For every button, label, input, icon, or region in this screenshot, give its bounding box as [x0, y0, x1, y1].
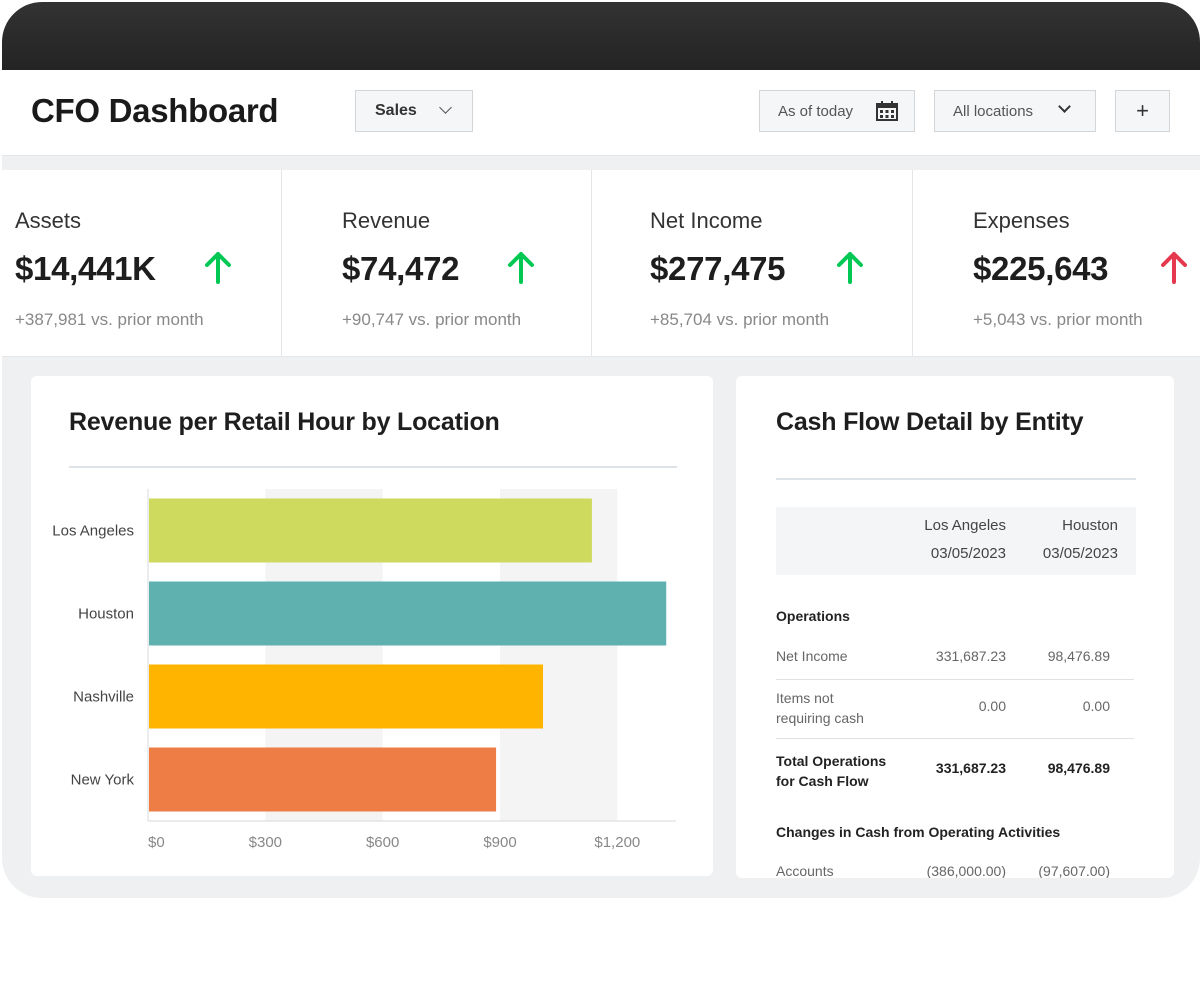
row-value: 98,476.89 [1047, 760, 1110, 776]
row-label: Total Operations for Cash Flow [776, 753, 887, 789]
kpi-card-net-income[interactable]: Net Income $277,475 +85,704 vs. prior mo… [592, 170, 913, 357]
cash-flow-title: Cash Flow Detail by Entity [776, 408, 1084, 436]
kpi-strip: Assets $14,441K +387,981 vs. prior month… [2, 170, 1200, 357]
y-tick-label: New York [71, 772, 135, 789]
y-tick-label: Los Angeles [52, 523, 134, 540]
row-value: (386,000.00) [926, 863, 1006, 878]
date-picker[interactable]: As of today [759, 90, 915, 132]
kpi-card-expenses[interactable]: Expenses $225,643 +5,043 vs. prior month [913, 170, 1200, 357]
row-value: 0.00 [1082, 698, 1110, 714]
bar[interactable] [149, 747, 497, 812]
y-tick-label: Nashville [73, 689, 134, 706]
row-value: 98,476.89 [1047, 648, 1110, 664]
x-tick-label: $0 [148, 834, 165, 851]
row-value: 331,687.23 [935, 760, 1006, 776]
bar[interactable] [149, 498, 592, 563]
kpi-value: $225,643 [973, 250, 1109, 287]
row-value: 0.00 [978, 698, 1006, 714]
row-label: Net Income [776, 648, 848, 664]
kpi-delta: +85,704 vs. prior month [650, 310, 830, 329]
row-divider [776, 679, 1134, 680]
calendar-icon [876, 101, 898, 121]
window-top-bar [2, 2, 1200, 70]
kpi-card-assets[interactable]: Assets $14,441K +387,981 vs. prior month [2, 170, 282, 357]
kpi-label: Revenue [342, 208, 431, 233]
chevron-down-icon [439, 101, 452, 114]
kpi-label: Assets [15, 208, 82, 233]
cash-flow-card: Cash Flow Detail by Entity Los Angeles 0… [736, 376, 1174, 878]
chart-title: Revenue per Retail Hour by Location [69, 408, 500, 436]
row-divider [776, 738, 1134, 739]
arrow-up-icon [508, 252, 534, 284]
kpi-delta: +387,981 vs. prior month [15, 310, 204, 329]
arrow-up-icon [837, 252, 863, 284]
arrow-up-icon [1161, 252, 1187, 284]
column-entity: Houston [1062, 517, 1118, 534]
x-tick-label: $600 [366, 834, 399, 851]
date-picker-label: As of today [778, 102, 854, 120]
cash-flow-column-header: Los Angeles 03/05/2023 Houston 03/05/202… [776, 507, 1136, 575]
column-date: 03/05/2023 [1042, 545, 1118, 562]
kpi-value: $74,472 [342, 250, 460, 287]
dashboard-header: CFO Dashboard Sales As of today All loca… [2, 70, 1200, 156]
kpi-value: $14,441K [15, 250, 156, 287]
column-date: 03/05/2023 [930, 545, 1006, 562]
locations-dropdown[interactable]: All locations [934, 90, 1096, 132]
title-divider [69, 466, 677, 468]
kpi-delta: +90,747 vs. prior month [342, 310, 522, 329]
sales-dropdown[interactable]: Sales [355, 90, 473, 132]
page-title: CFO Dashboard [31, 92, 279, 129]
bar[interactable] [149, 664, 544, 729]
bar[interactable] [149, 581, 667, 646]
column-entity: Los Angeles [924, 517, 1006, 534]
kpi-delta: +5,043 vs. prior month [973, 310, 1143, 329]
locations-dropdown-label: All locations [953, 102, 1034, 120]
plus-icon: + [1136, 98, 1149, 123]
x-tick-label: $300 [249, 834, 282, 851]
arrow-up-icon [205, 252, 231, 284]
row-value: 331,687.23 [935, 648, 1006, 664]
y-tick-label: Houston [78, 606, 134, 623]
title-divider [776, 478, 1136, 480]
kpi-value: $277,475 [650, 250, 786, 287]
section-heading: Operations [776, 608, 850, 624]
x-tick-label: $1,200 [594, 834, 640, 851]
dashboard-frame: CFO Dashboard Sales As of today All loca… [2, 2, 1200, 898]
row-value: (97,607.00) [1038, 863, 1110, 878]
kpi-label: Net Income [650, 208, 763, 233]
kpi-label: Expenses [973, 208, 1070, 233]
x-tick-label: $900 [483, 834, 516, 851]
chevron-down-icon [1058, 100, 1071, 113]
sales-dropdown-label: Sales [375, 102, 417, 119]
section-heading: Changes in Cash from Operating Activitie… [776, 824, 1061, 840]
bar-chart: Los Angeles Houston Nashville New York $0 $30… [52, 489, 676, 851]
add-button[interactable]: + [1115, 90, 1170, 132]
kpi-card-revenue[interactable]: Revenue $74,472 +90,747 vs. prior month [282, 170, 592, 357]
row-label: Accounts [776, 863, 834, 878]
row-label: Items not requiring cash [776, 690, 864, 726]
revenue-chart-card: Revenue per Retail Hour by Location Los … [31, 376, 713, 876]
